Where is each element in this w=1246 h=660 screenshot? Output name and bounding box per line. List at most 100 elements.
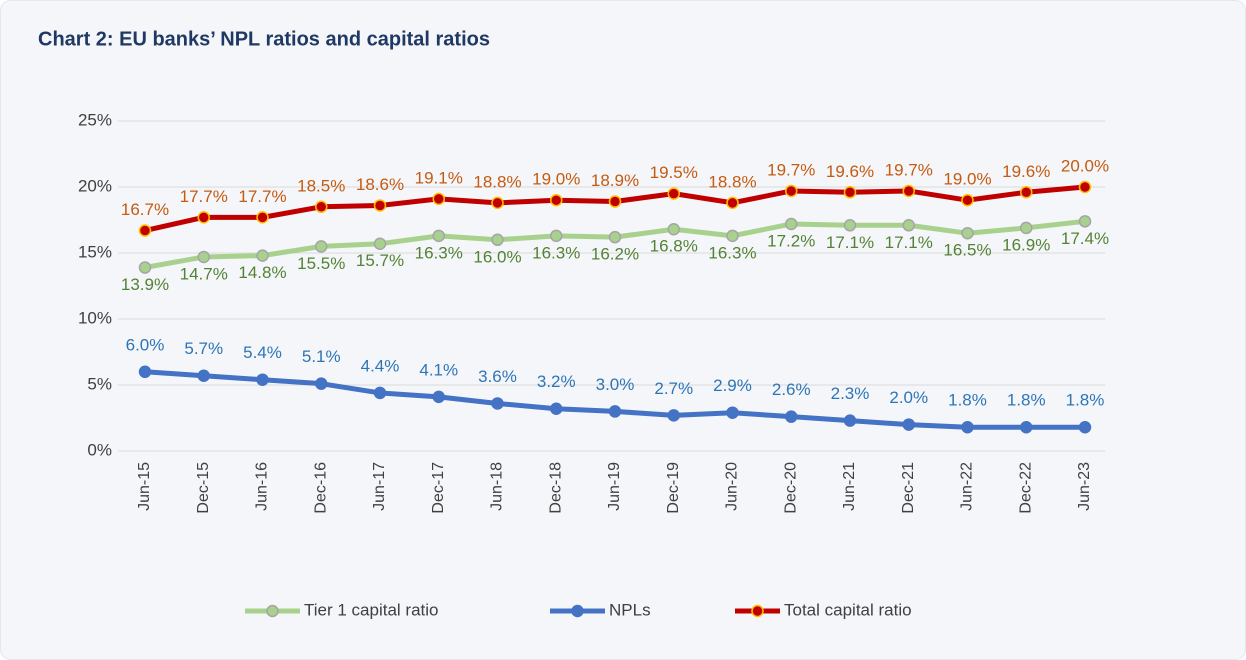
data-label: 16.2%	[591, 245, 639, 264]
data-label: 18.9%	[591, 171, 639, 190]
marker	[491, 397, 504, 410]
y-tick-label: 5%	[87, 374, 112, 393]
data-label: 18.6%	[356, 175, 404, 194]
data-label: 1.8%	[1066, 391, 1105, 410]
marker	[902, 219, 915, 232]
legend-marker	[571, 604, 584, 618]
marker	[550, 229, 563, 243]
data-label: 3.6%	[478, 367, 517, 386]
marker	[667, 222, 680, 236]
marker	[961, 193, 974, 207]
marker	[843, 414, 857, 427]
marker	[608, 195, 622, 208]
marker	[608, 230, 622, 244]
marker	[902, 184, 915, 198]
chart-title: Chart 2: EU banks’ NPL ratios and capita…	[38, 28, 490, 50]
marker	[961, 226, 974, 240]
marker	[373, 199, 387, 212]
x-tick-label: Jun-18	[489, 462, 506, 511]
marker	[961, 420, 974, 434]
legend-marker	[266, 604, 279, 618]
marker	[373, 237, 387, 251]
data-label: 18.8%	[473, 172, 521, 191]
data-label: 3.2%	[537, 372, 576, 391]
x-tick-label: Dec-16	[312, 462, 329, 514]
data-label: 1.8%	[1007, 391, 1046, 410]
x-tick-label: Dec-22	[1017, 462, 1034, 514]
marker	[315, 377, 328, 390]
y-tick-label: 0%	[87, 440, 112, 459]
data-label: 19.1%	[415, 168, 463, 187]
marker	[138, 224, 152, 237]
data-label: 5.1%	[302, 347, 341, 366]
data-label: 19.6%	[1002, 162, 1050, 181]
data-label: 19.6%	[826, 162, 874, 181]
x-tick-label: Dec-21	[900, 462, 917, 514]
data-label: 2.3%	[831, 384, 870, 403]
data-label: 19.5%	[650, 163, 698, 182]
x-tick-label: Jun-15	[136, 462, 153, 511]
data-label: 16.3%	[532, 243, 580, 262]
marker	[1020, 186, 1033, 199]
legend-label: NPLs	[609, 600, 651, 619]
marker	[1020, 221, 1033, 235]
marker	[138, 365, 152, 379]
data-label: 5.7%	[184, 339, 223, 358]
marker	[726, 196, 739, 210]
x-tick-label: Jun-22	[959, 462, 976, 511]
x-tick-label: Jun-23	[1076, 462, 1093, 511]
data-label: 17.4%	[1061, 229, 1109, 248]
data-label: 20.0%	[1061, 156, 1109, 175]
x-tick-label: Dec-15	[195, 462, 212, 514]
marker	[785, 410, 798, 423]
x-tick-label: Jun-16	[254, 462, 271, 511]
marker	[491, 196, 504, 210]
x-tick-label: Jun-17	[371, 462, 388, 511]
data-label: 16.3%	[708, 243, 756, 262]
marker	[550, 402, 563, 416]
marker	[1078, 420, 1092, 434]
marker	[256, 249, 269, 262]
marker	[256, 373, 269, 386]
data-label: 16.9%	[1002, 235, 1050, 254]
x-tick-label: Dec-20	[782, 462, 799, 514]
data-label: 1.8%	[948, 391, 987, 410]
x-tick-label: Dec-17	[430, 462, 447, 514]
data-label: 2.9%	[713, 376, 752, 395]
marker	[491, 233, 504, 247]
marker	[726, 229, 739, 243]
data-label: 15.5%	[297, 254, 345, 273]
marker	[315, 240, 328, 253]
marker	[197, 250, 210, 264]
y-tick-label: 20%	[78, 176, 112, 195]
x-tick-label: Dec-19	[665, 462, 682, 514]
marker	[902, 418, 915, 431]
data-label: 19.7%	[885, 160, 933, 179]
data-label: 3.0%	[596, 375, 635, 394]
marker	[432, 229, 445, 243]
y-tick-label: 25%	[78, 110, 112, 129]
marker	[432, 192, 445, 206]
marker	[667, 409, 680, 422]
legend-label: Tier 1 capital ratio	[304, 600, 438, 619]
x-tick-label: Jun-20	[724, 462, 741, 511]
data-label: 15.7%	[356, 251, 404, 270]
data-label: 16.3%	[415, 243, 463, 262]
marker	[843, 219, 857, 232]
data-label: 2.7%	[654, 379, 693, 398]
marker	[432, 390, 445, 404]
marker	[608, 405, 622, 418]
data-label: 17.7%	[238, 187, 286, 206]
marker	[726, 406, 739, 419]
marker	[843, 186, 857, 199]
marker	[315, 200, 328, 214]
legend-label: Total capital ratio	[784, 600, 912, 619]
legend-marker	[751, 604, 764, 618]
data-label: 17.2%	[767, 231, 815, 250]
data-label: 17.1%	[826, 233, 874, 252]
data-label: 6.0%	[126, 335, 165, 354]
marker	[373, 386, 387, 400]
marker	[785, 217, 798, 231]
